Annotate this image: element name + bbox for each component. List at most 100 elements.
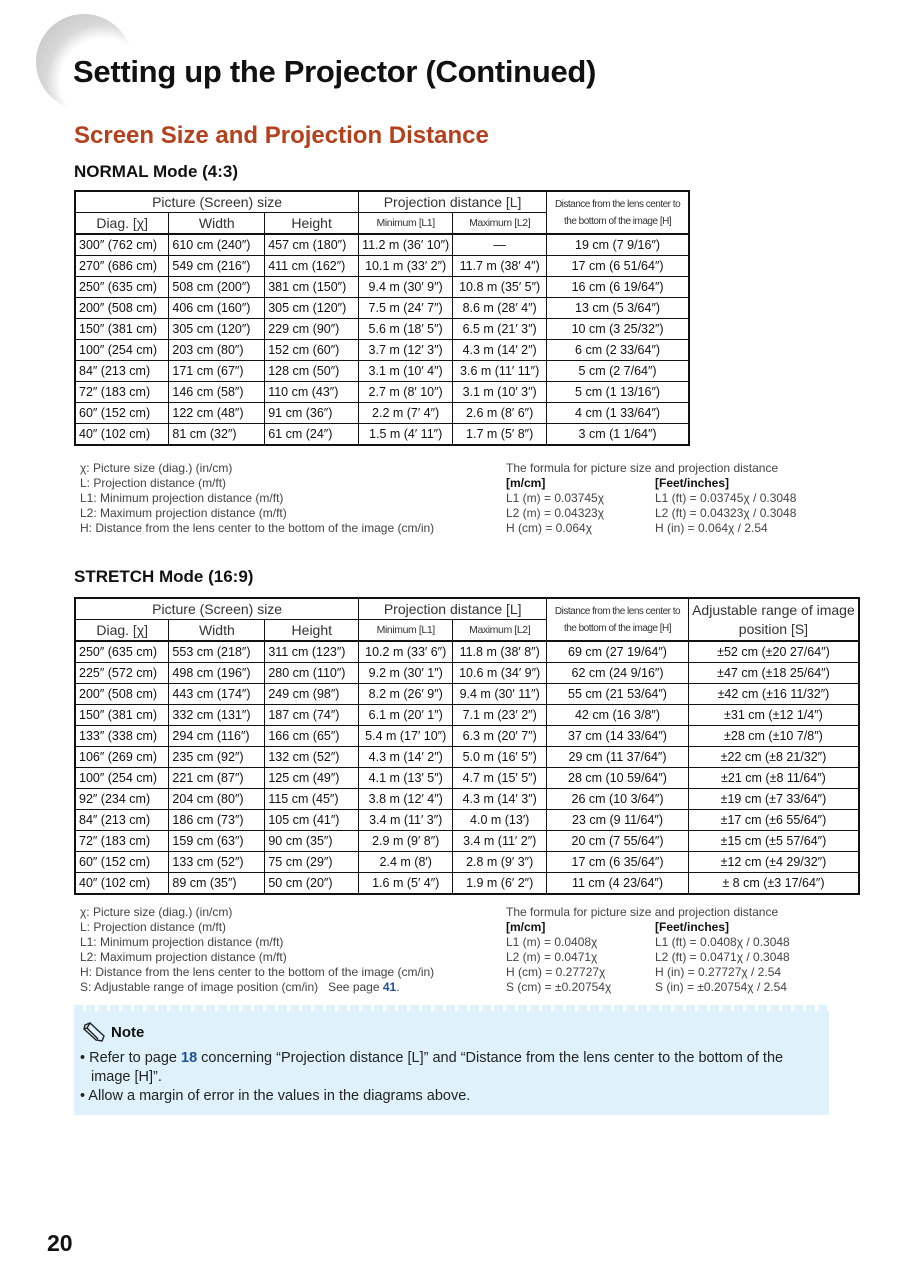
table-cell: 23 cm (9 11/64″) bbox=[546, 809, 689, 831]
formula-title: The formula for picture size and project… bbox=[506, 461, 779, 475]
table-cell: 5 cm (2 7/64″) bbox=[546, 360, 690, 382]
table-cell: 250″ (635 cm) bbox=[74, 276, 170, 298]
table-row: 60″ (152 cm) 133 cm (52″) 75 cm (29″) 2.4 m… bbox=[74, 851, 860, 873]
legend-line: H: Distance from the lens center to the … bbox=[80, 521, 435, 535]
table-cell: 406 cm (160″) bbox=[168, 297, 266, 319]
imperial-formula: H (in) = 0.27727χ / 2.54 bbox=[655, 965, 782, 979]
table-cell: 105 cm (41″) bbox=[264, 809, 360, 831]
table-cell: 3.4 m (11′ 3″) bbox=[358, 809, 454, 831]
table-cell: 1.6 m (5′ 4″) bbox=[358, 872, 454, 895]
table-cell: 610 cm (240″) bbox=[168, 233, 266, 256]
metric-formula: L2 (m) = 0.04323χ bbox=[506, 506, 605, 520]
table-cell: 4 cm (1 33/64″) bbox=[546, 402, 690, 424]
table-cell: 250″ (635 cm) bbox=[74, 640, 170, 663]
table-cell: ±42 cm (±16 11/32″) bbox=[687, 683, 860, 705]
table-cell: 1.7 m (5′ 8″) bbox=[452, 423, 548, 446]
table-cell: 16 cm (6 19/64″) bbox=[546, 276, 690, 298]
legend-line: L1: Minimum projection distance (m/ft) bbox=[80, 935, 284, 949]
table-cell: 10.6 m (34′ 9″) bbox=[452, 662, 548, 684]
header-min: Minimum [L1] bbox=[358, 212, 454, 235]
table-cell: 10 cm (3 25/32″) bbox=[546, 318, 690, 340]
table-cell: 7.5 m (24′ 7″) bbox=[358, 297, 454, 319]
table-row: 133″ (338 cm) 294 cm (116″) 166 cm (65″) 5.… bbox=[74, 725, 860, 747]
table-row: 270″ (686 cm) 549 cm (216″) 411 cm (162″) 1… bbox=[74, 255, 690, 277]
table-cell: 411 cm (162″) bbox=[264, 255, 360, 277]
header-height: Height bbox=[264, 212, 360, 235]
table-row: 106″ (269 cm) 235 cm (92″) 132 cm (52″) 4.3… bbox=[74, 746, 860, 768]
imperial-label: [Feet/inches] bbox=[655, 920, 730, 934]
table-cell: 4.1 m (13′ 5″) bbox=[358, 767, 454, 789]
page-18-link[interactable]: 18 bbox=[181, 1050, 198, 1066]
table-cell: 150″ (381 cm) bbox=[74, 704, 170, 726]
table-cell: 200″ (508 cm) bbox=[74, 683, 170, 705]
table-cell: ±21 cm (±8 11/64″) bbox=[687, 767, 860, 789]
table-cell: 225″ (572 cm) bbox=[74, 662, 170, 684]
table-cell: 2.7 m (8′ 10″) bbox=[358, 381, 454, 403]
metric-formula: S (cm) = ±0.20754χ bbox=[506, 980, 612, 994]
table-cell: 5.6 m (18′ 5″) bbox=[358, 318, 454, 340]
table-cell: 553 cm (218″) bbox=[168, 640, 266, 663]
table-cell: 20 cm (7 55/64″) bbox=[546, 830, 689, 852]
table-cell: 7.1 m (23′ 2″) bbox=[452, 704, 548, 726]
table-cell: 61 cm (24″) bbox=[264, 423, 360, 446]
table-cell: — bbox=[452, 233, 548, 256]
table-cell: 50 cm (20″) bbox=[264, 872, 360, 895]
table-cell: 128 cm (50″) bbox=[264, 360, 360, 382]
header-adjustable-range: Adjustable range of image position [S] bbox=[687, 597, 860, 642]
table-cell: 150″ (381 cm) bbox=[74, 318, 170, 340]
table-cell: 221 cm (87″) bbox=[168, 767, 266, 789]
metric-label: [m/cm] bbox=[506, 920, 546, 934]
table-row: 300″ (762 cm) 610 cm (240″) 457 cm (180″) 1… bbox=[74, 233, 690, 256]
table-cell: 1.5 m (4′ 11″) bbox=[358, 423, 454, 446]
table-cell: 3.7 m (12′ 3″) bbox=[358, 339, 454, 361]
table-row: 40″ (102 cm) 89 cm (35″) 50 cm (20″) 1.6 m … bbox=[74, 872, 860, 895]
header-max: Maximum [L2] bbox=[452, 619, 548, 642]
formula-row: H (cm) = 0.064χ H (in) = 0.064χ / 2.54 bbox=[506, 521, 796, 536]
table-cell: 72″ (183 cm) bbox=[74, 830, 170, 852]
header-picture-size: Picture (Screen) size bbox=[74, 190, 360, 213]
legend-line: χ: Picture size (diag.) (in/cm) bbox=[80, 461, 233, 475]
table-cell: 60″ (152 cm) bbox=[74, 851, 170, 873]
table-cell: 2.2 m (7′ 4″) bbox=[358, 402, 454, 424]
formula-row: L2 (m) = 0.0471χ L2 (ft) = 0.0471χ / 0.30… bbox=[506, 950, 790, 965]
imperial-formula: L1 (ft) = 0.03745χ / 0.3048 bbox=[655, 491, 797, 505]
table-cell: 305 cm (120″) bbox=[168, 318, 266, 340]
page-41-link[interactable]: 41 bbox=[382, 980, 397, 994]
table-cell: 457 cm (180″) bbox=[264, 233, 360, 256]
table-cell: ± 8 cm (±3 17/64″) bbox=[687, 872, 860, 895]
legend-line: L: Projection distance (m/ft) bbox=[80, 476, 227, 490]
table-cell: 75 cm (29″) bbox=[264, 851, 360, 873]
table-cell: 9.2 m (30′ 1″) bbox=[358, 662, 454, 684]
table-cell: 6.3 m (20′ 7″) bbox=[452, 725, 548, 747]
table-cell: 4.7 m (15′ 5″) bbox=[452, 767, 548, 789]
table-cell: 549 cm (216″) bbox=[168, 255, 266, 277]
table-cell: 55 cm (21 53/64″) bbox=[546, 683, 689, 705]
normal-legend: χ: Picture size (diag.) (in/cm) L: Projec… bbox=[80, 461, 434, 536]
table-cell: 125 cm (49″) bbox=[264, 767, 360, 789]
legend-line: S: Adjustable range of image position (c… bbox=[80, 980, 400, 994]
table-cell: 6.1 m (20′ 1″) bbox=[358, 704, 454, 726]
header-diag: Diag. [χ] bbox=[74, 212, 170, 235]
table-cell: 11.7 m (38′ 4″) bbox=[452, 255, 548, 277]
formula-header: [m/cm] [Feet/inches] bbox=[506, 476, 796, 491]
table-row: 60″ (152 cm) 122 cm (48″) 91 cm (36″) 2.2 m… bbox=[74, 402, 690, 424]
table-cell: 6.5 m (21′ 3″) bbox=[452, 318, 548, 340]
table-cell: 84″ (213 cm) bbox=[74, 360, 170, 382]
table-row: 150″ (381 cm) 305 cm (120″) 229 cm (90″) 5.… bbox=[74, 318, 690, 340]
table-cell: 152 cm (60″) bbox=[264, 339, 360, 361]
table-cell: 89 cm (35″) bbox=[168, 872, 266, 895]
table-cell: 29 cm (11 37/64″) bbox=[546, 746, 689, 768]
table-cell: 60″ (152 cm) bbox=[74, 402, 170, 424]
table-cell: ±17 cm (±6 55/64″) bbox=[687, 809, 860, 831]
table-cell: 8.2 m (26′ 9″) bbox=[358, 683, 454, 705]
table-cell: ±12 cm (±4 29/32″) bbox=[687, 851, 860, 873]
table-cell: 110 cm (43″) bbox=[264, 381, 360, 403]
table-cell: 235 cm (92″) bbox=[168, 746, 266, 768]
table-cell: 28 cm (10 59/64″) bbox=[546, 767, 689, 789]
table-cell: 200″ (508 cm) bbox=[74, 297, 170, 319]
metric-label: [m/cm] bbox=[506, 476, 546, 490]
table-cell: 9.4 m (30′ 9″) bbox=[358, 276, 454, 298]
table-row: 84″ (213 cm) 171 cm (67″) 128 cm (50″) 3.1 … bbox=[74, 360, 690, 382]
legend-line: L: Projection distance (m/ft) bbox=[80, 920, 227, 934]
